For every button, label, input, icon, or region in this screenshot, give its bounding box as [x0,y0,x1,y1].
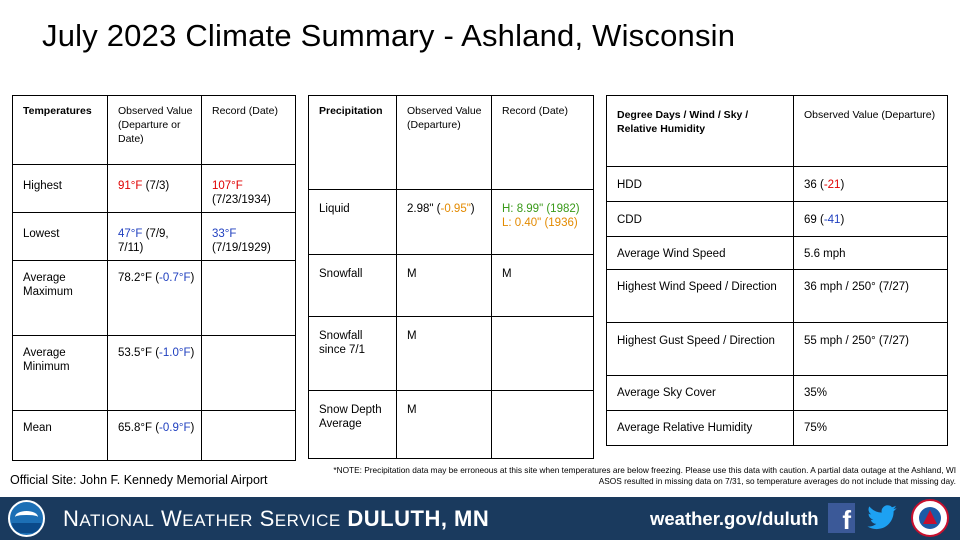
table-row: CDD 69 (-41) [606,201,948,237]
observed-value: 2.98" (-0.95") [396,189,492,255]
observed-value: M [396,254,492,317]
table-row: HDD 36 (-21) [606,166,948,202]
row-label: Average Maximum [12,260,108,336]
table-row: Lowest 47°F (7/9, 7/11) 33°F (7/19/1929) [12,212,296,261]
table-row: Mean 65.8°F (-0.9°F) [12,410,296,461]
table-header-row: Precipitation Observed Value (Departure)… [308,95,594,190]
row-value: 36 mph / 250° (7/27) [793,269,948,323]
row-value: 35% [793,375,948,411]
record-value: M [491,254,594,317]
table-header: Observed Value (Departure or Date) [107,95,202,165]
row-label: CDD [606,201,794,237]
row-label: Average Sky Cover [606,375,794,411]
row-value: 75% [793,410,948,446]
record-value: 107°F (7/23/1934) [201,164,296,213]
page-title: July 2023 Climate Summary - Ashland, Wis… [42,18,736,53]
footer-banner: NATIONAL WEATHER SERVICE DULUTH, MN weat… [0,497,960,540]
record-value [201,335,296,411]
record-value [201,260,296,336]
noaa-logo-icon [8,500,45,537]
table-row: Liquid 2.98" (-0.95") H: 8.99" (1982) L: … [308,189,594,255]
table-row: Snowfall M M [308,254,594,317]
table-header: Record (Date) [201,95,296,165]
table-row: Highest Wind Speed / Direction 36 mph / … [606,269,948,323]
row-value: 69 (-41) [793,201,948,237]
nws-logo-icon [911,499,949,537]
table-header: Observed Value (Departure) [396,95,492,190]
observed-value: 65.8°F (-0.9°F) [107,410,202,461]
table-row: Snowfall since 7/1 M [308,316,594,391]
temperatures-table: Temperatures Observed Value (Departure o… [12,95,296,461]
observed-value: 53.5°F (-1.0°F) [107,335,202,411]
nws-office-name: NATIONAL WEATHER SERVICE DULUTH, MN [63,506,490,531]
observed-value: M [396,316,492,391]
precipitation-note: *NOTE: Precipitation data may be erroneo… [333,465,956,486]
table-row: Average Minimum 53.5°F (-1.0°F) [12,335,296,411]
table-row: Snow Depth Average M [308,390,594,459]
table-header-row: Degree Days / Wind / Sky / Relative Humi… [606,95,948,167]
table-row: Highest Gust Speed / Direction 55 mph / … [606,322,948,376]
facebook-icon[interactable]: f [828,503,855,535]
row-label: Mean [12,410,108,461]
table-header: Temperatures [12,95,108,165]
row-label: Highest Gust Speed / Direction [606,322,794,376]
row-label: Lowest [12,212,108,261]
precipitation-table: Precipitation Observed Value (Departure)… [308,95,594,459]
record-value [201,410,296,461]
row-value: 36 (-21) [793,166,948,202]
row-value: 55 mph / 250° (7/27) [793,322,948,376]
website-link[interactable]: weather.gov/duluth [650,508,819,529]
table-header-row: Temperatures Observed Value (Departure o… [12,95,296,165]
table-header: Observed Value (Departure) [793,95,948,167]
row-value: 5.6 mph [793,236,948,270]
record-value: 33°F (7/19/1929) [201,212,296,261]
observed-value: 78.2°F (-0.7°F) [107,260,202,336]
table-row: Average Wind Speed 5.6 mph [606,236,948,270]
row-label: Highest [12,164,108,213]
table-row: Average Sky Cover 35% [606,375,948,411]
office-location: DULUTH, MN [347,506,490,531]
table-header: Precipitation [308,95,397,190]
table-header: Record (Date) [491,95,594,190]
table-header: Degree Days / Wind / Sky / Relative Humi… [606,95,794,167]
row-label: Average Wind Speed [606,236,794,270]
row-label: Liquid [308,189,397,255]
row-label: Average Minimum [12,335,108,411]
row-label: Snow Depth Average [308,390,397,459]
row-label: HDD [606,166,794,202]
row-label: Snowfall since 7/1 [308,316,397,391]
table-row: Average Maximum 78.2°F (-0.7°F) [12,260,296,336]
row-label: Average Relative Humidity [606,410,794,446]
row-label: Highest Wind Speed / Direction [606,269,794,323]
observed-value: 47°F (7/9, 7/11) [107,212,202,261]
observed-value: M [396,390,492,459]
row-label: Snowfall [308,254,397,317]
official-site-text: Official Site: John F. Kennedy Memorial … [10,473,268,487]
twitter-icon[interactable] [866,501,898,535]
degree-days-table: Degree Days / Wind / Sky / Relative Humi… [606,95,948,446]
observed-value: 91°F (7/3) [107,164,202,213]
table-row: Highest 91°F (7/3) 107°F (7/23/1934) [12,164,296,213]
record-value [491,316,594,391]
record-value: H: 8.99" (1982) L: 0.40" (1936) [491,189,594,255]
record-value [491,390,594,459]
table-row: Average Relative Humidity 75% [606,410,948,446]
